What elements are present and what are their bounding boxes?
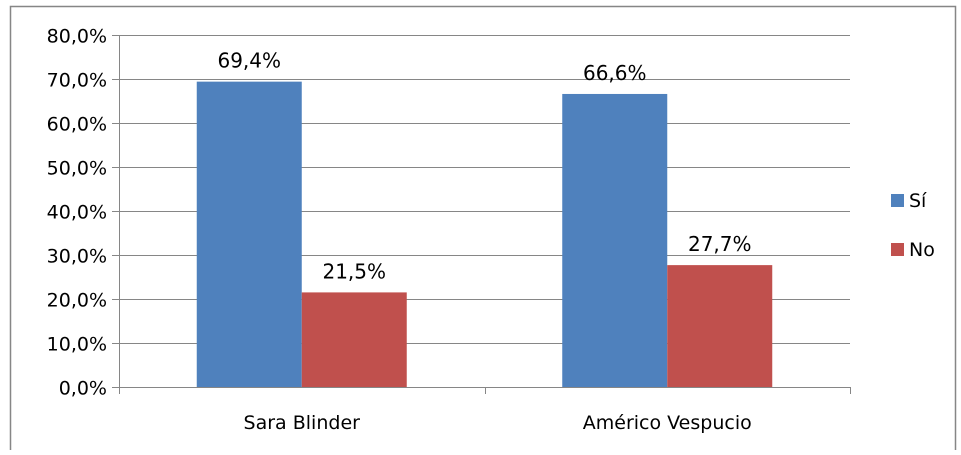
y-tick-label: 50,0% (47, 158, 107, 180)
y-tick-label: 10,0% (47, 334, 107, 356)
legend-label: Sí (909, 190, 927, 212)
y-tick-label: 30,0% (47, 246, 107, 268)
bar-no-2 (667, 265, 773, 387)
bar-no-1 (301, 292, 407, 387)
y-tick-label: 70,0% (47, 70, 107, 92)
data-label: 66,6% (583, 61, 647, 85)
y-tick-label: 20,0% (47, 290, 107, 312)
y-tick-label: 0,0% (59, 378, 107, 400)
legend: Sí No (891, 190, 935, 261)
data-label: 27,7% (688, 232, 752, 256)
y-tick-label: 80,0% (47, 26, 107, 48)
bar-si-2 (562, 93, 668, 388)
labels: 0,0% 10,0% 20,0% 30,0% 40,0% 50,0% 60,0% 70,0% 8… (47, 26, 752, 435)
bars (196, 81, 773, 388)
data-label: 21,5% (322, 259, 386, 283)
axes (112, 35, 851, 394)
chart-frame-border (9, 5, 957, 455)
y-tick-label: 60,0% (47, 114, 107, 136)
legend-swatch (891, 194, 904, 207)
bar-si-1 (196, 81, 302, 387)
legend-swatch (891, 243, 904, 256)
y-tick-label: 40,0% (47, 202, 107, 224)
chart-border (9, 5, 957, 455)
category-label: Américo Vespucio (583, 412, 752, 434)
category-label: Sara Blinder (244, 412, 361, 434)
data-label: 69,4% (217, 49, 281, 73)
legend-label: No (909, 239, 935, 261)
